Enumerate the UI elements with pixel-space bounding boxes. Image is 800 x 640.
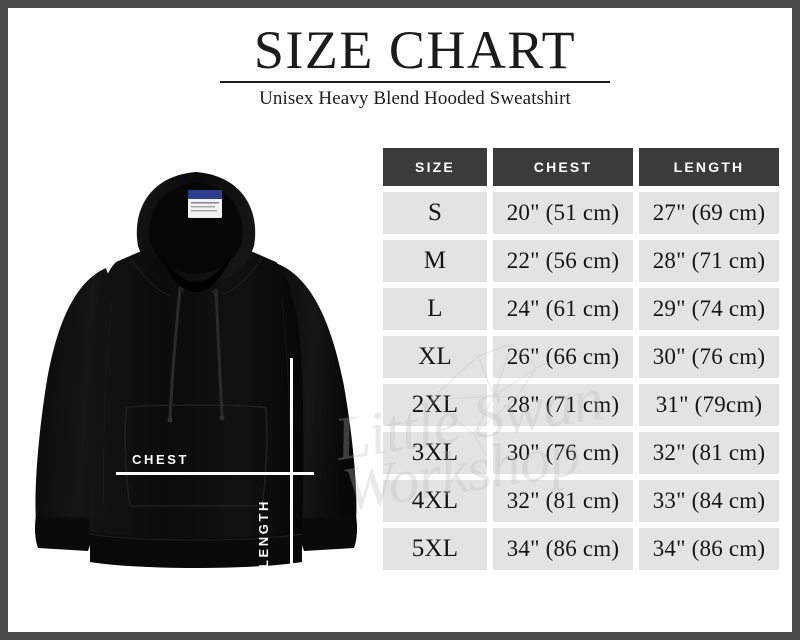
- cell-chest: 22" (56 cm): [493, 240, 633, 282]
- cell-length: 29" (74 cm): [639, 288, 779, 330]
- hem-rib: [90, 532, 302, 568]
- cell-length: 33" (84 cm): [639, 480, 779, 522]
- drawstring-right: [214, 288, 224, 418]
- table-row: 2XL 28" (71 cm) 31" (79cm): [383, 384, 779, 426]
- cell-size: 2XL: [383, 384, 487, 426]
- cell-length: 30" (76 cm): [639, 336, 779, 378]
- hoodie-graphic: [34, 172, 358, 568]
- cell-size: XL: [383, 336, 487, 378]
- brand-tag: [188, 190, 222, 218]
- cell-chest: 26" (66 cm): [493, 336, 633, 378]
- length-measure-label: LENGTH: [256, 498, 271, 568]
- eyelet-left: [180, 288, 184, 292]
- cell-chest: 30" (76 cm): [493, 432, 633, 474]
- cell-length: 28" (71 cm): [639, 240, 779, 282]
- kangaroo-pocket: [124, 404, 268, 507]
- cell-length: 32" (81 cm): [639, 432, 779, 474]
- cell-chest: 24" (61 cm): [493, 288, 633, 330]
- drawstring-tip-left: [167, 417, 173, 423]
- cell-size: M: [383, 240, 487, 282]
- table-row: XL 26" (66 cm) 30" (76 cm): [383, 336, 779, 378]
- chart-header: SIZE CHART Unisex Heavy Blend Hooded Swe…: [220, 20, 610, 110]
- cell-chest: 34" (86 cm): [493, 528, 633, 570]
- eyelet-right: [212, 290, 216, 294]
- chart-canvas: SIZE CHART Unisex Heavy Blend Hooded Swe…: [8, 8, 792, 632]
- drawstring-left: [168, 286, 182, 420]
- table-row: L 24" (61 cm) 29" (74 cm): [383, 288, 779, 330]
- table-row: S 20" (51 cm) 27" (69 cm): [383, 192, 779, 234]
- table-row: 5XL 34" (86 cm) 34" (86 cm): [383, 528, 779, 570]
- table-header-row: SIZE CHEST LENGTH: [383, 148, 779, 186]
- table-row: 4XL 32" (81 cm) 33" (84 cm): [383, 480, 779, 522]
- shoulder-seam-left: [131, 259, 171, 297]
- column-header-length: LENGTH: [639, 148, 779, 186]
- hem-rib-line: [89, 533, 303, 541]
- column-header-size: SIZE: [383, 148, 487, 186]
- cell-size: 5XL: [383, 528, 487, 570]
- size-table: SIZE CHEST LENGTH S 20" (51 cm) 27" (69 …: [383, 148, 779, 576]
- page-title: SIZE CHART: [253, 20, 577, 80]
- length-measure-line: [290, 358, 293, 632]
- right-cuff: [300, 516, 358, 551]
- shoulder-seam-right: [223, 257, 263, 295]
- table-row: M 22" (56 cm) 28" (71 cm): [383, 240, 779, 282]
- title-divider: [220, 80, 610, 83]
- cell-chest: 32" (81 cm): [493, 480, 633, 522]
- cell-chest: 28" (71 cm): [493, 384, 633, 426]
- column-header-chest: CHEST: [493, 148, 633, 186]
- cell-size: S: [383, 192, 487, 234]
- fold-left: [102, 299, 113, 521]
- chest-measure-line: [116, 472, 314, 475]
- cell-length: 34" (86 cm): [639, 528, 779, 570]
- cell-size: 3XL: [383, 432, 487, 474]
- hood-opening: [160, 254, 232, 292]
- cell-chest: 20" (51 cm): [493, 192, 633, 234]
- chest-measure-label: CHEST: [132, 452, 190, 467]
- cell-size: L: [383, 288, 487, 330]
- hoodie-illustration: CHEST LENGTH: [20, 150, 372, 632]
- cell-length: 31" (79cm): [639, 384, 779, 426]
- cell-length: 27" (69 cm): [639, 192, 779, 234]
- drawstring-tip-right: [219, 415, 225, 421]
- page-subtitle: Unisex Heavy Blend Hooded Sweatshirt: [259, 87, 571, 109]
- cell-size: 4XL: [383, 480, 487, 522]
- left-cuff: [34, 516, 92, 551]
- hoodie-body: [88, 242, 304, 556]
- table-row: 3XL 30" (76 cm) 32" (81 cm): [383, 432, 779, 474]
